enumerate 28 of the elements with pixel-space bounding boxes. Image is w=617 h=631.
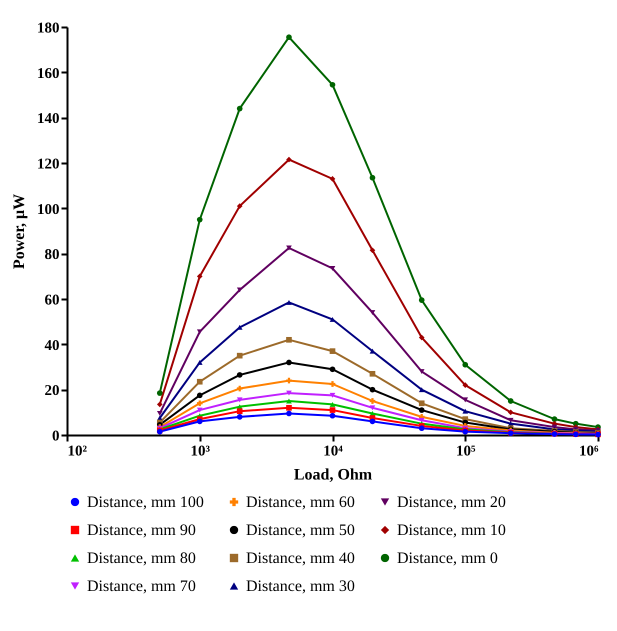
legend-label: Distance, mm 20 (397, 494, 506, 511)
x-tick-label: 10² (68, 444, 88, 460)
x-tick-label: 10⁶ (579, 444, 599, 460)
y-tick-label: 0 (52, 428, 60, 444)
legend-label: Distance, mm 50 (246, 522, 355, 539)
y-tick-label: 60 (44, 292, 60, 308)
x-tick-label: 10⁵ (456, 444, 476, 460)
y-tick-label: 120 (37, 156, 60, 172)
legend-label: Distance, mm 100 (87, 494, 204, 511)
legend-label: Distance, mm 90 (87, 522, 196, 539)
y-tick-label: 160 (37, 66, 60, 82)
y-tick-label: 140 (37, 111, 60, 128)
y-tick-label: 100 (37, 202, 60, 218)
legend-label: Distance, mm 0 (397, 550, 498, 567)
y-tick-label: 20 (44, 383, 60, 400)
x-tick-label: 10⁴ (323, 444, 344, 460)
legend-label: Distance, mm 70 (87, 578, 196, 595)
legend-label: Distance, mm 40 (246, 550, 355, 567)
x-axis-title: Load, Ohm (294, 466, 373, 484)
legend-label: Distance, mm 10 (397, 522, 506, 539)
legend-label: Distance, mm 80 (87, 550, 196, 567)
legend-label: Distance, mm 60 (246, 494, 355, 511)
y-tick-label: 180 (37, 20, 60, 36)
y-tick-label: 40 (44, 338, 60, 354)
x-tick-label: 10³ (190, 444, 210, 460)
legend-label: Distance, mm 30 (246, 578, 355, 595)
y-axis-title: Power, μW (11, 194, 28, 270)
y-tick-label: 80 (44, 247, 60, 264)
